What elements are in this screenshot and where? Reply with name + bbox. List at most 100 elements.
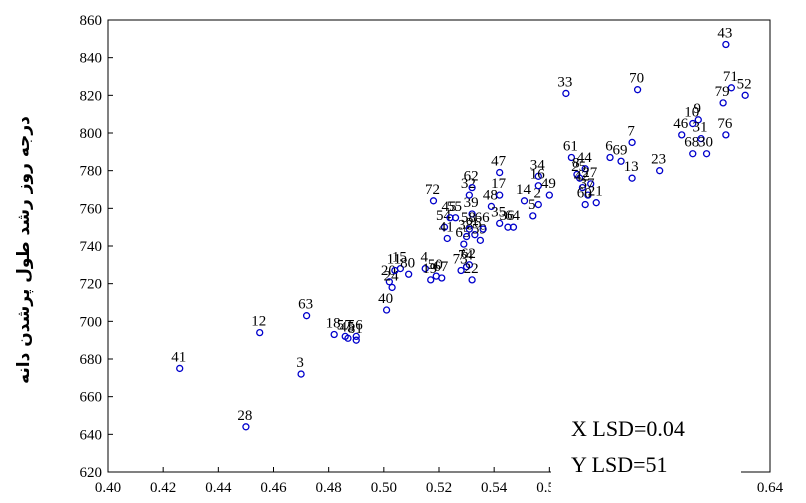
data-point-label: 45 [339, 319, 354, 335]
y-axis-label-text: درجه روز رشد طول پرشدن دانه [14, 116, 34, 384]
data-point-label: 28 [237, 408, 252, 424]
data-point [719, 99, 727, 107]
x-tick-label: 0.42 [150, 480, 176, 496]
data-point-label: 14 [516, 182, 532, 198]
data-point [545, 191, 553, 199]
data-point [405, 270, 413, 278]
data-point [465, 225, 473, 233]
data-point [344, 334, 352, 342]
data-point-label: 15 [392, 250, 407, 266]
data-point-label: 76 [717, 116, 733, 132]
y-tick-label: 840 [80, 51, 103, 67]
data-point [694, 116, 702, 124]
data-point [465, 261, 473, 269]
x-tick-label: 0.50 [371, 480, 397, 496]
x-tick-label: 0.40 [95, 480, 121, 496]
data-point [465, 191, 473, 199]
data-point [496, 168, 504, 177]
x-tick-label: 0.54 [481, 480, 508, 496]
data-point [722, 40, 730, 49]
data-point [457, 266, 465, 275]
data-point [628, 174, 636, 182]
data-point [581, 200, 589, 209]
data-point-label: 34 [530, 157, 546, 173]
data-point-label: 4 [420, 250, 428, 266]
data-point-label: 64 [505, 208, 521, 224]
data-point [656, 167, 664, 175]
data-point-label: 19 [422, 261, 437, 277]
data-point [438, 274, 446, 282]
data-point-label: 49 [541, 176, 556, 192]
data-point-label: 24 [384, 268, 400, 284]
data-point [382, 306, 391, 314]
data-point [440, 223, 449, 231]
data-point-label: 46 [673, 116, 689, 132]
data-point-label: 71 [723, 69, 738, 85]
y-lsd-annotation: Y LSD=51 [571, 452, 668, 477]
y-tick-label: 760 [80, 201, 103, 217]
data-point [534, 182, 542, 190]
data-point [509, 223, 518, 231]
data-point [443, 234, 451, 243]
data-point [567, 153, 576, 162]
data-point [451, 214, 460, 222]
data-point-label: 7 [627, 123, 635, 139]
data-point-label: 12 [251, 314, 266, 330]
data-point [520, 197, 529, 205]
data-point-label: 10 [684, 105, 699, 121]
y-tick-label: 660 [80, 390, 103, 406]
data-point-label: 26 [466, 216, 482, 232]
data-point-label: 41 [171, 349, 186, 365]
data-point [628, 138, 636, 147]
y-tick-label: 820 [80, 88, 103, 104]
data-point-label: 35 [491, 204, 506, 220]
data-point-label: 37 [579, 176, 595, 192]
data-point [606, 153, 614, 162]
data-point-label: 6 [605, 138, 613, 154]
data-point [727, 84, 736, 92]
data-point [584, 191, 592, 199]
data-point [578, 183, 587, 192]
data-point [429, 197, 438, 205]
data-point-label: 8 [572, 155, 580, 171]
data-point-label: 61 [563, 138, 578, 154]
data-point [476, 236, 485, 245]
data-point [678, 131, 686, 139]
data-point [496, 219, 504, 228]
data-point [576, 174, 584, 182]
data-point [427, 276, 435, 284]
x-tick-label: 0.46 [260, 480, 287, 496]
y-tick-label: 800 [80, 126, 103, 142]
data-point [388, 283, 396, 292]
data-point-label: 80 [400, 255, 415, 271]
data-point [592, 199, 600, 207]
data-point [689, 150, 697, 158]
data-point-label: 52 [737, 76, 752, 92]
data-point-label: 2 [534, 186, 542, 202]
data-point-label: 47 [491, 154, 507, 170]
data-point [496, 191, 504, 199]
data-point [479, 225, 487, 233]
y-tick-label: 620 [80, 465, 103, 481]
data-point [396, 264, 405, 273]
data-point-label: 31 [693, 120, 708, 136]
data-point-label: 67 [433, 259, 449, 275]
data-point-label: 42 [574, 169, 589, 185]
data-point-label: 68 [684, 135, 699, 151]
data-point-label: 69 [613, 142, 628, 158]
data-point [468, 183, 476, 192]
data-point [468, 276, 476, 284]
lsd-annotation-box: X LSD=0.04 Y LSD=51 [551, 416, 741, 498]
y-tick-label: 700 [80, 314, 103, 330]
data-point [617, 157, 625, 165]
x-tick-label: 0.44 [205, 480, 232, 496]
data-point [633, 86, 642, 94]
data-point [529, 212, 537, 220]
data-point [468, 210, 476, 218]
x-tick-label: 0.48 [316, 480, 342, 496]
data-point-label: 59 [472, 221, 487, 237]
data-point-label: 60 [577, 186, 592, 202]
data-point-label: 33 [557, 74, 572, 90]
data-point [462, 232, 471, 241]
